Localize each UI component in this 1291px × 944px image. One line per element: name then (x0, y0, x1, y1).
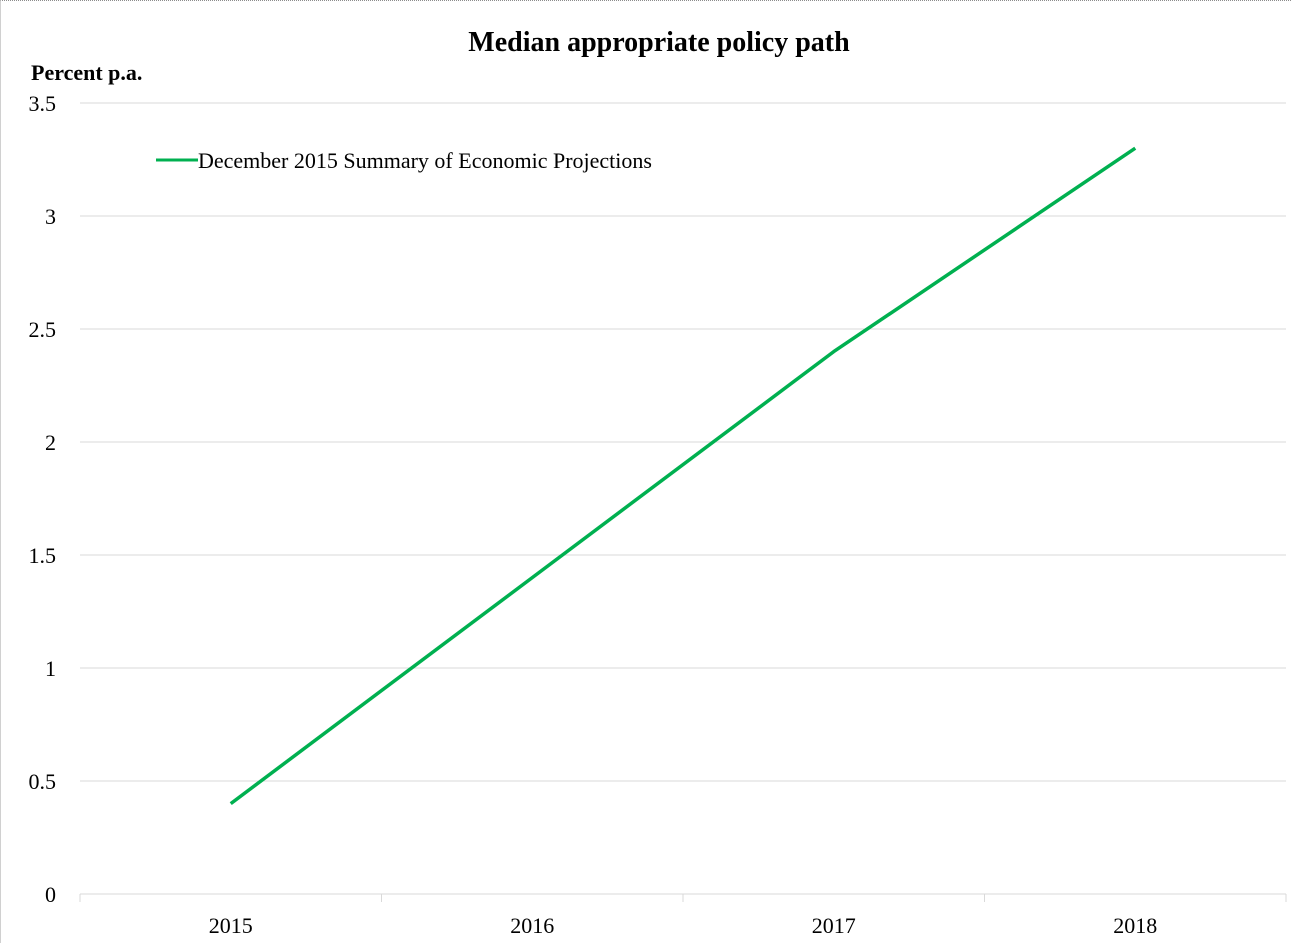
y-tick-label: 3.5 (29, 91, 57, 116)
y-tick-label: 1.5 (29, 543, 57, 568)
chart-title: Median appropriate policy path (468, 27, 850, 58)
x-tick-label: 2015 (209, 913, 253, 938)
x-tick-label: 2018 (1113, 913, 1157, 938)
y-axis-label: Percent p.a. (31, 60, 142, 85)
y-axis-tick-labels: 0 0.5 1 1.5 2 2.5 3 3.5 (29, 91, 57, 907)
y-tick-label: 3 (45, 204, 56, 229)
y-tick-label: 0 (45, 882, 56, 907)
legend: December 2015 Summary of Economic Projec… (156, 148, 652, 173)
x-tick-label: 2017 (812, 913, 856, 938)
y-tick-label: 0.5 (29, 769, 57, 794)
series-line (231, 148, 1136, 803)
y-tick-label: 2 (45, 430, 56, 455)
y-tick-label: 1 (45, 656, 56, 681)
x-tick-label: 2016 (510, 913, 554, 938)
gridlines (80, 103, 1286, 781)
series-layer (231, 148, 1136, 804)
legend-label: December 2015 Summary of Economic Projec… (198, 148, 652, 173)
x-axis-tick-labels: 2015 2016 2017 2018 (209, 913, 1158, 938)
y-tick-label: 2.5 (29, 317, 57, 342)
x-axis (80, 894, 1286, 902)
